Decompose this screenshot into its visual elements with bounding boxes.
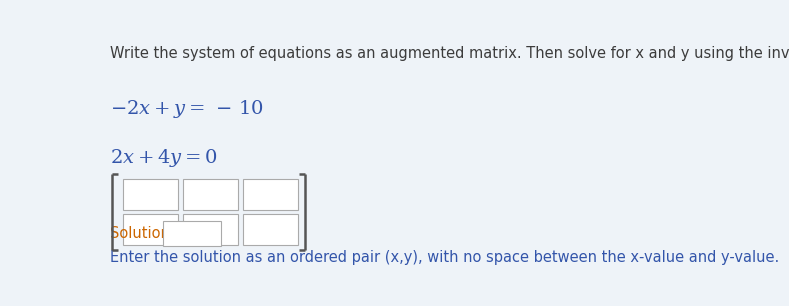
Text: Solution =: Solution = xyxy=(110,226,186,241)
Bar xyxy=(123,214,178,245)
Text: Write the system of equations as an augmented matrix. Then solve for x and y usi: Write the system of equations as an augm… xyxy=(110,46,789,61)
Bar xyxy=(243,179,298,210)
Bar xyxy=(243,214,298,245)
Bar xyxy=(183,214,238,245)
Bar xyxy=(183,179,238,210)
Text: $2x + 4y = 0$: $2x + 4y = 0$ xyxy=(110,147,217,170)
Text: $-2x + y = \,-\,10$: $-2x + y = \,-\,10$ xyxy=(110,98,264,120)
Bar xyxy=(123,179,178,210)
Text: Enter the solution as an ordered pair (x,y), with no space between the x-value a: Enter the solution as an ordered pair (x… xyxy=(110,250,779,265)
Bar xyxy=(163,221,221,246)
